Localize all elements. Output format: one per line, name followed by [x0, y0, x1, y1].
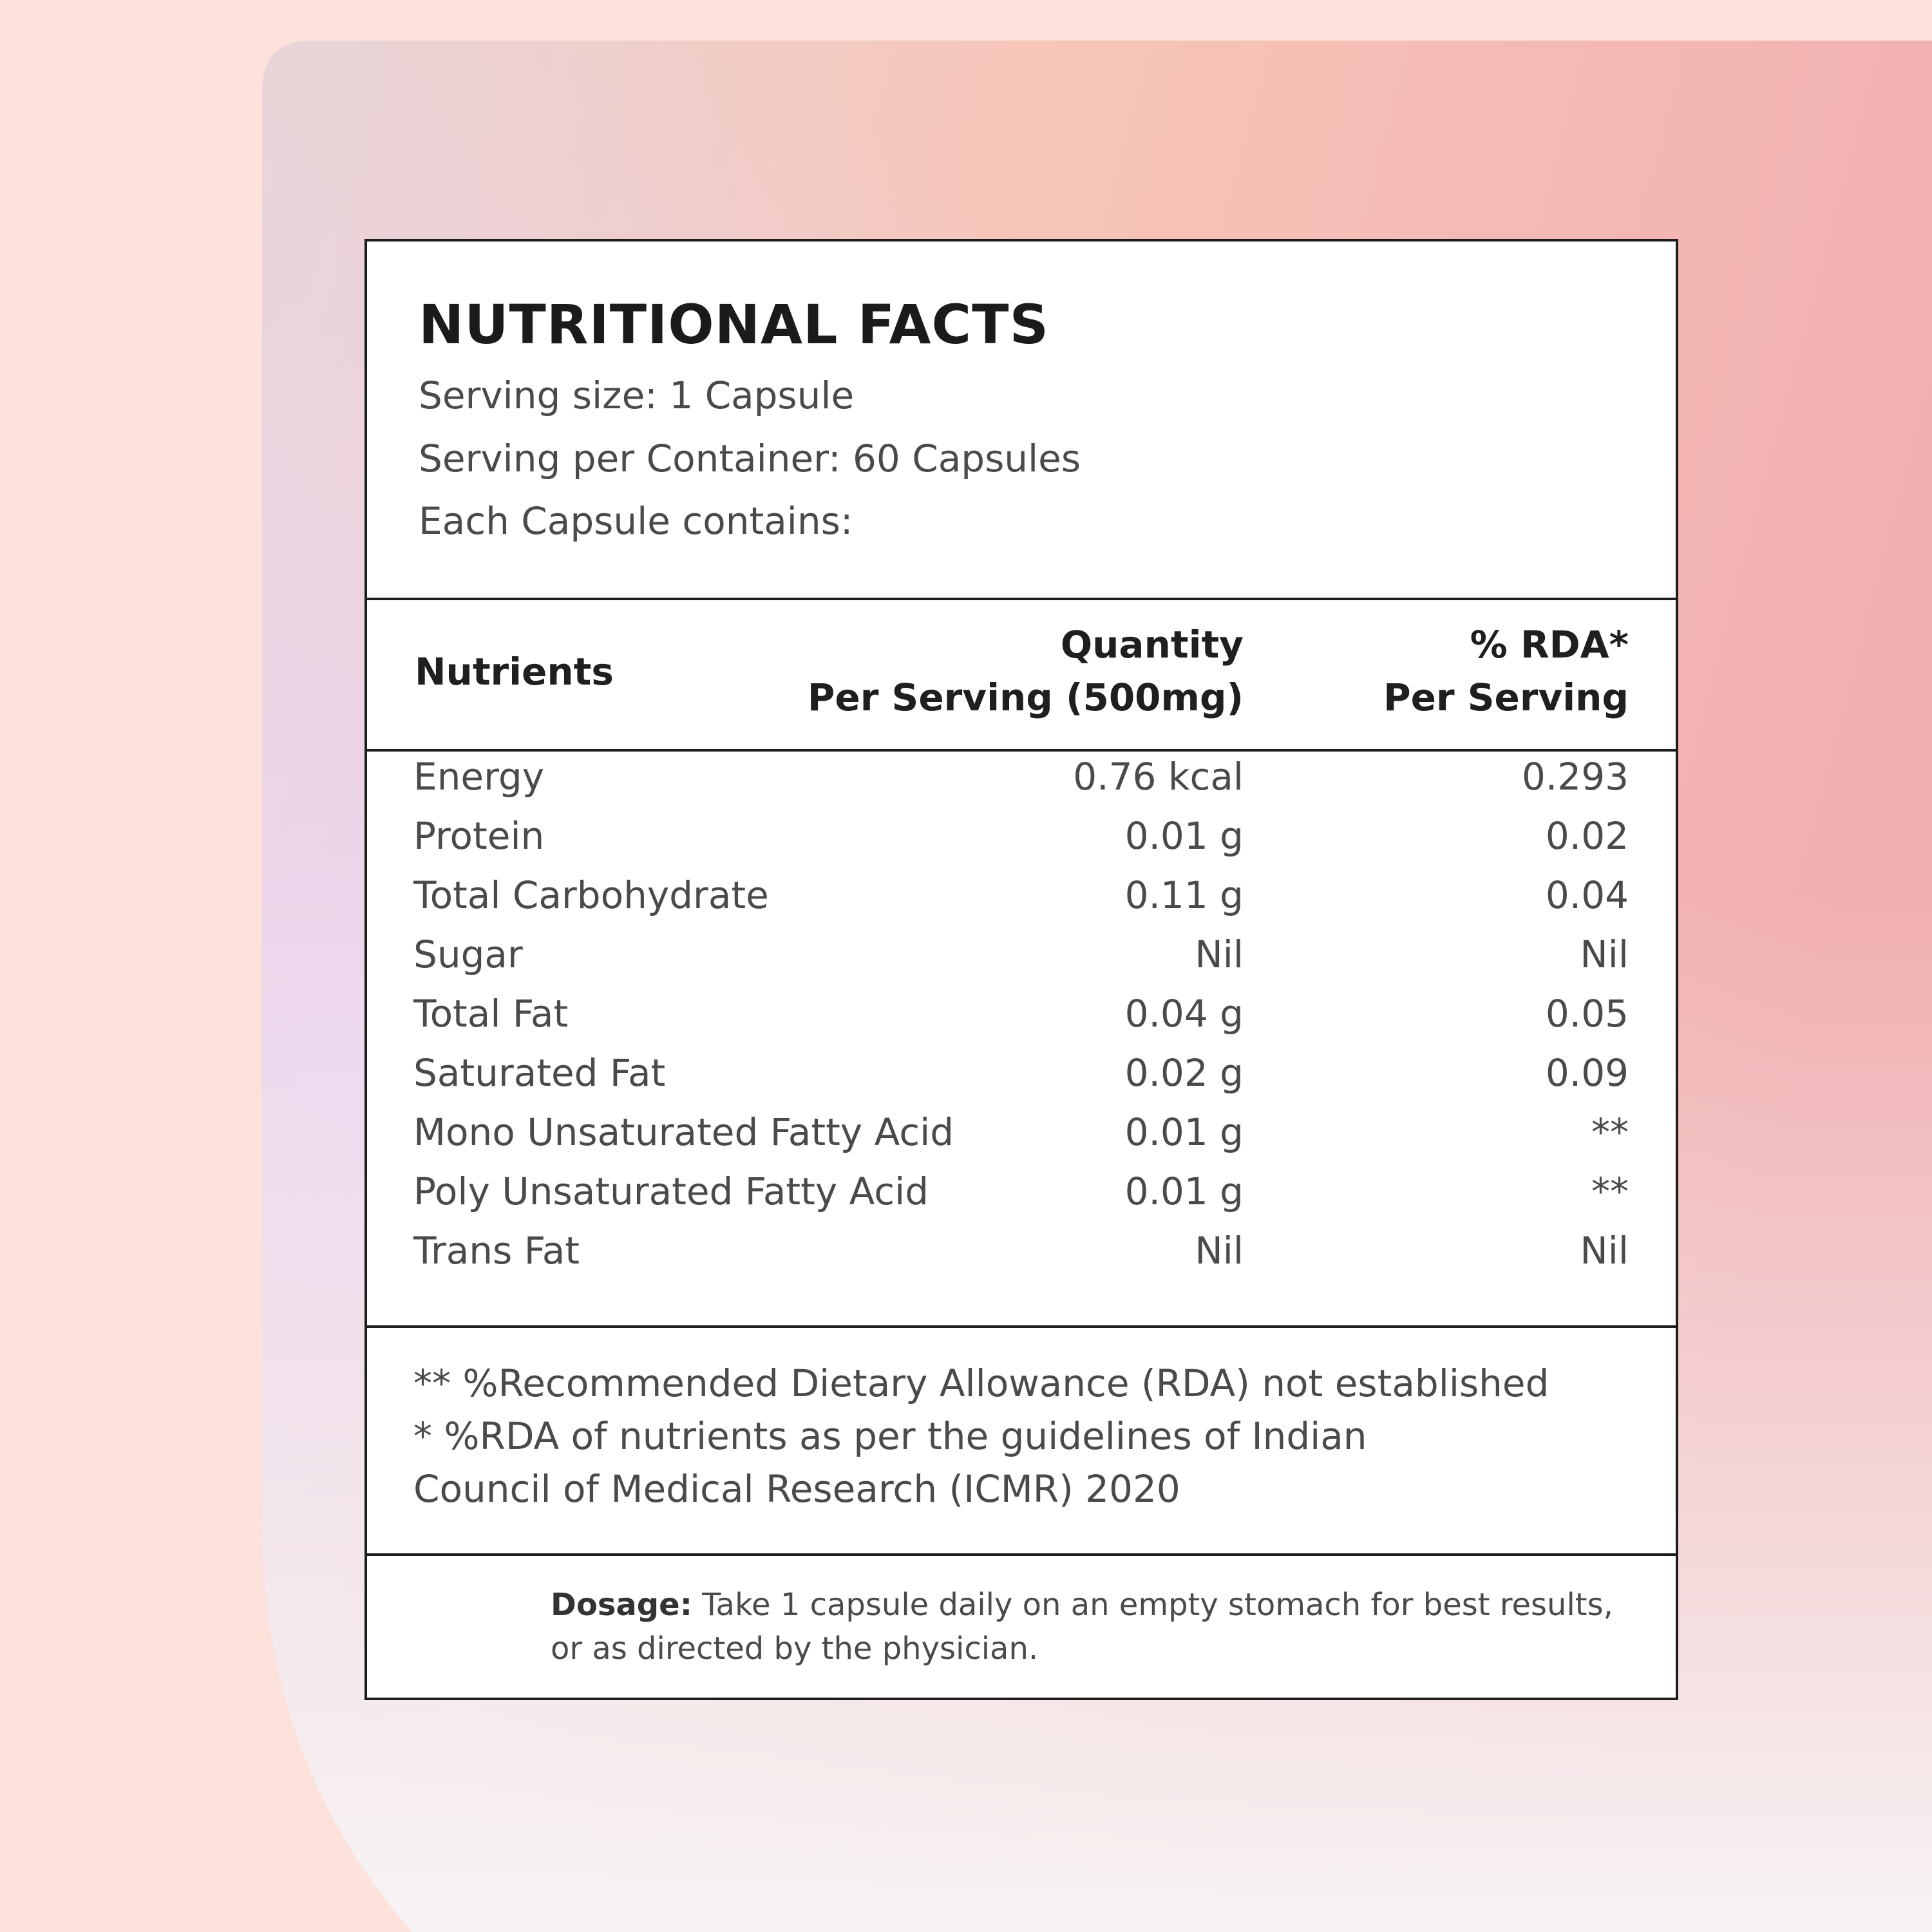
row-quantity: 0.01 g	[1124, 1170, 1244, 1213]
column-header-quantity: Quantity Per Serving (500mg)	[808, 618, 1244, 724]
row-nutrient: Poly Unsaturated Fatty Acid	[413, 1170, 929, 1213]
footnote: ** %Recommended Dietary Allowance (RDA) …	[413, 1361, 1549, 1405]
footnote: * %RDA of nutrients as per the guideline…	[413, 1414, 1367, 1458]
row-nutrient: Sugar	[413, 933, 523, 976]
row-nutrient: Protein	[413, 814, 545, 858]
row-quantity: 0.11 g	[1124, 873, 1244, 917]
nutrition-facts-panel: NUTRITIONAL FACTS Serving size: 1 Capsul…	[365, 239, 1678, 1700]
row-quantity: 0.01 g	[1124, 1110, 1244, 1154]
row-nutrient: Total Fat	[413, 992, 569, 1036]
row-rda: Nil	[1580, 1229, 1629, 1273]
dosage-label: Dosage:	[551, 1587, 692, 1623]
panel-title: NUTRITIONAL FACTS	[419, 293, 1049, 356]
row-nutrient: Total Carbohydrate	[413, 873, 769, 917]
row-nutrient: Mono Unsaturated Fatty Acid	[413, 1110, 954, 1154]
table-header: Nutrients Quantity Per Serving (500mg) %…	[367, 600, 1676, 752]
footnote: Council of Medical Research (ICMR) 2020	[413, 1467, 1180, 1511]
row-quantity: 0.02 g	[1124, 1051, 1244, 1095]
row-rda: 0.02	[1545, 814, 1629, 858]
row-quantity: 0.01 g	[1124, 814, 1244, 858]
row-rda: 0.293	[1521, 755, 1629, 799]
row-rda: 0.05	[1545, 992, 1629, 1036]
row-rda: **	[1591, 1110, 1629, 1154]
dosage-section: Dosage: Take 1 capsule daily on an empty…	[367, 1556, 1676, 1698]
row-quantity: Nil	[1195, 1229, 1244, 1273]
row-rda: 0.04	[1545, 873, 1629, 917]
quantity-header-line1: Quantity	[1060, 623, 1244, 667]
row-rda: **	[1591, 1170, 1629, 1213]
servings-per-container: Serving per Container: 60 Capsules	[419, 437, 1081, 480]
header-section: NUTRITIONAL FACTS Serving size: 1 Capsul…	[367, 242, 1676, 600]
dosage-text: Dosage: Take 1 capsule daily on an empty…	[551, 1583, 1645, 1671]
row-nutrient: Energy	[413, 755, 545, 799]
row-nutrient: Saturated Fat	[413, 1051, 666, 1095]
footnotes-section: ** %Recommended Dietary Allowance (RDA) …	[367, 1328, 1676, 1556]
column-header-nutrients: Nutrients	[415, 650, 614, 694]
serving-size: Serving size: 1 Capsule	[419, 374, 855, 417]
row-nutrient: Trans Fat	[413, 1229, 580, 1273]
column-header-rda: % RDA* Per Serving	[1383, 618, 1629, 724]
quantity-header-line2: Per Serving (500mg)	[807, 676, 1244, 719]
row-rda: Nil	[1580, 933, 1629, 976]
dosage-instructions: Take 1 capsule daily on an empty stomach…	[551, 1587, 1613, 1667]
row-quantity: 0.76 kcal	[1073, 755, 1244, 799]
row-quantity: Nil	[1195, 933, 1244, 976]
rda-header-line2: Per Serving	[1383, 676, 1629, 719]
row-rda: 0.09	[1545, 1051, 1629, 1095]
table-body: Energy 0.76 kcal 0.293 Protein 0.01 g 0.02 Tot…	[367, 752, 1676, 1328]
row-quantity: 0.04 g	[1124, 992, 1244, 1036]
each-capsule-contains: Each Capsule contains:	[419, 499, 853, 543]
rda-header-line1: % RDA*	[1470, 623, 1629, 667]
